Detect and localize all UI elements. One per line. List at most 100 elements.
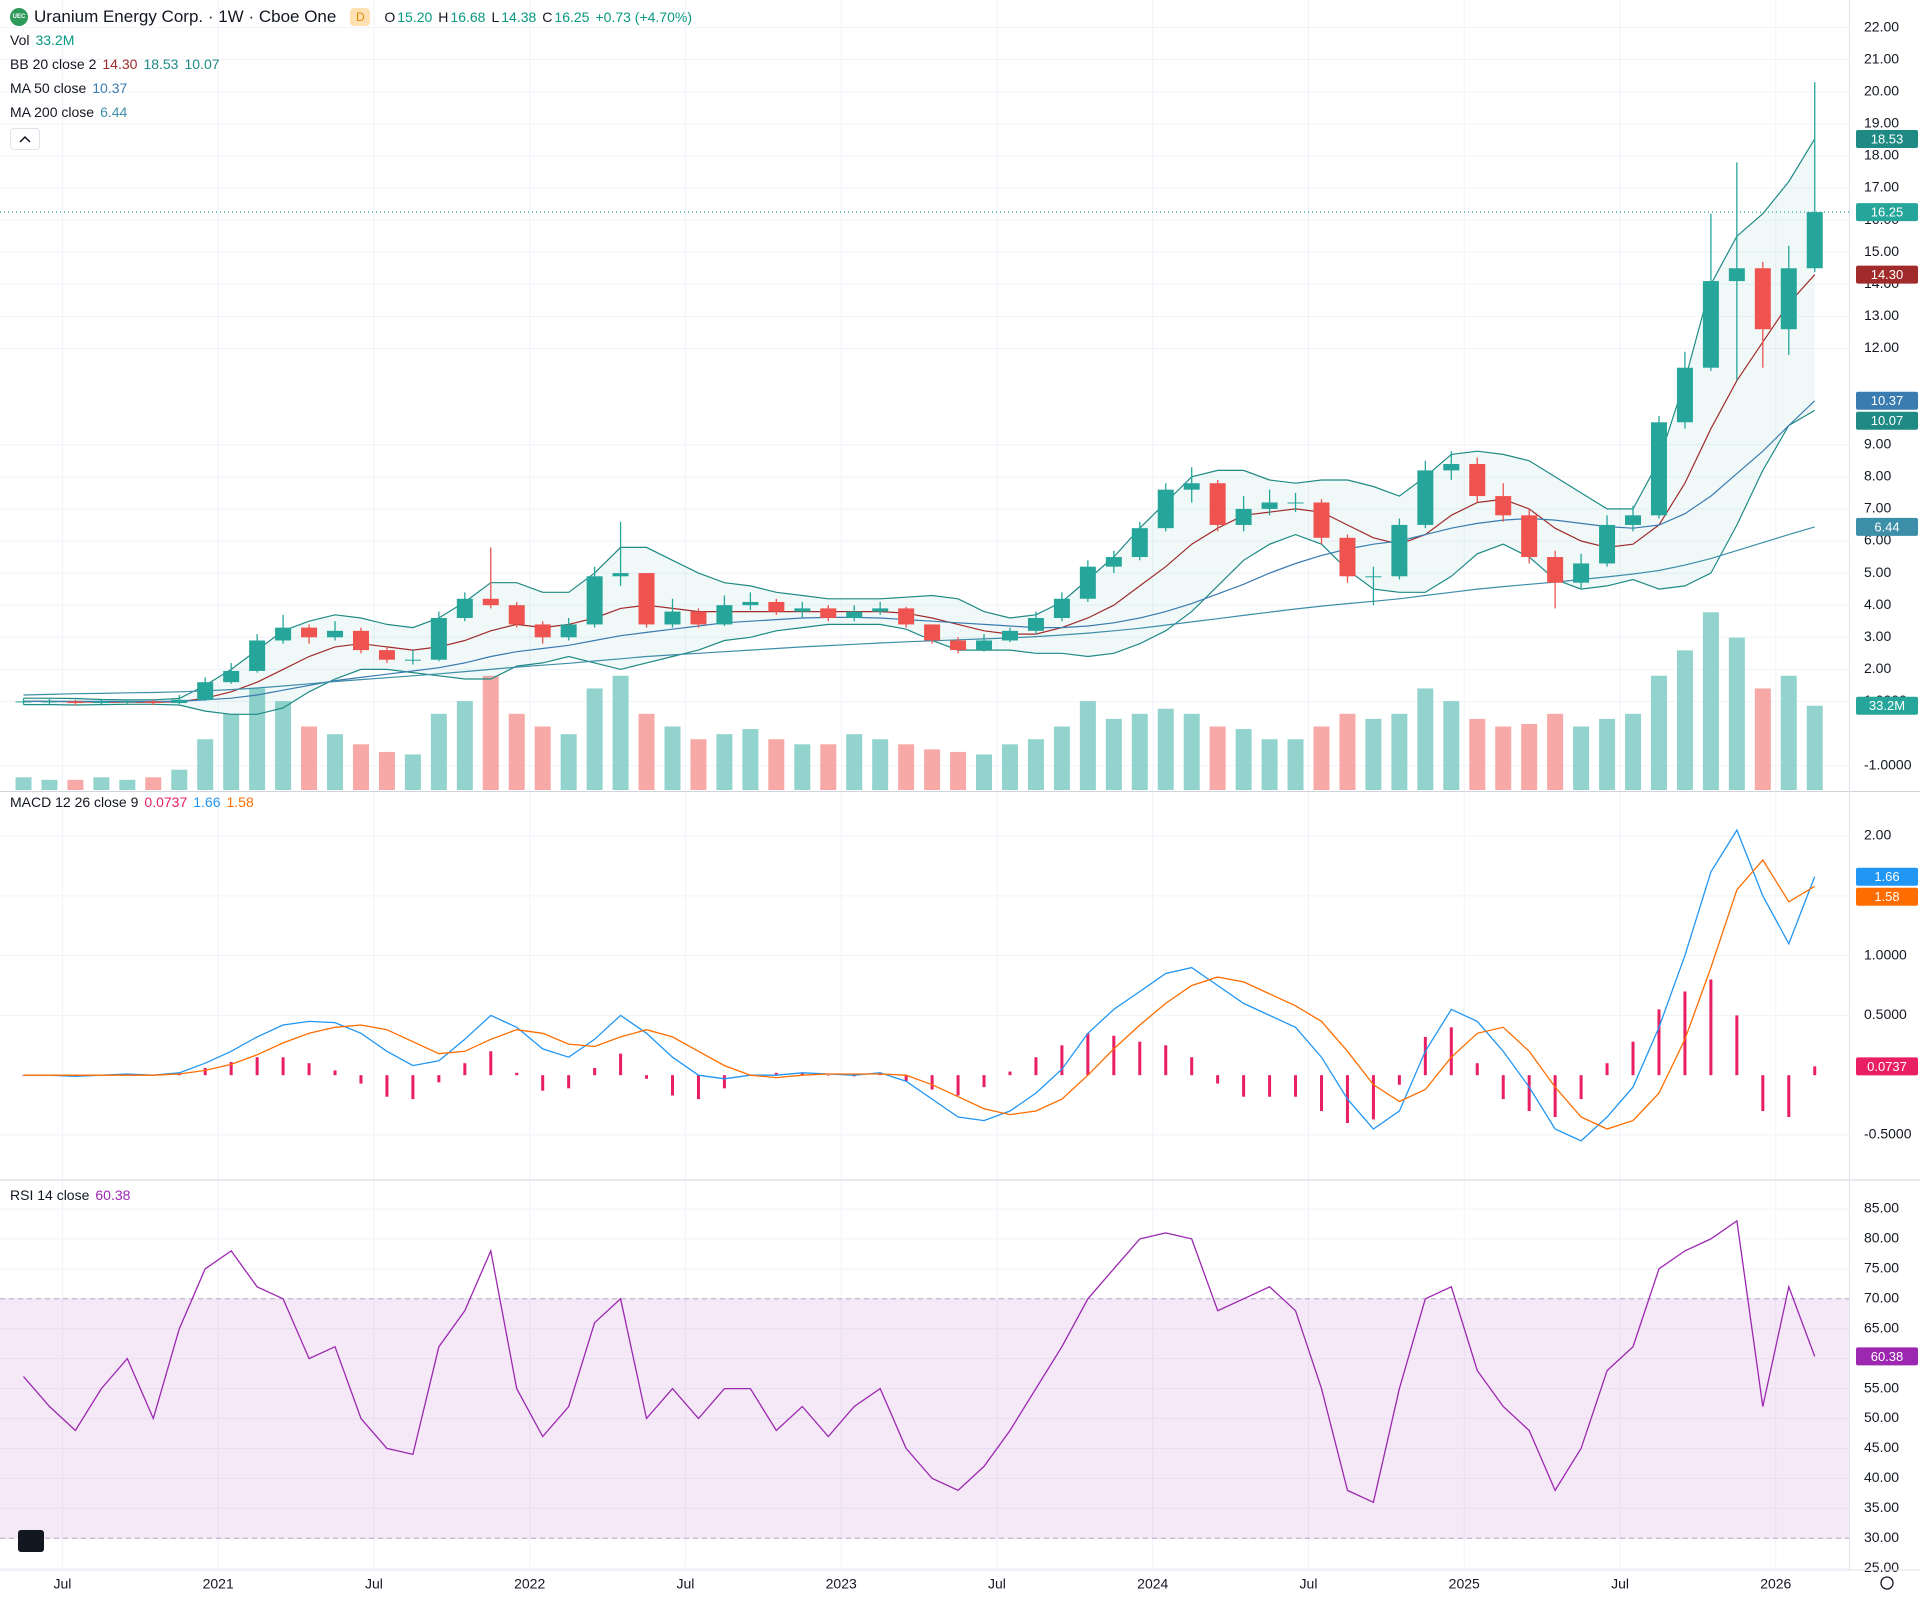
histogram-bar (956, 1075, 960, 1096)
y-tick-label: 40.00 (1864, 1469, 1899, 1485)
candle-body (1469, 463, 1486, 497)
histogram-bar (489, 1051, 493, 1076)
candle-body (249, 640, 266, 671)
candle-body (1676, 367, 1693, 423)
rsi-line (23, 1219, 1816, 1504)
candle-body (898, 608, 915, 625)
histogram-bar (255, 1057, 259, 1076)
candle-body (1313, 502, 1330, 538)
indicator-value: 18.53 (143, 56, 179, 72)
symbol-title: Uranium Energy Corp. · 1W · Cboe One (34, 7, 337, 26)
volume-bar (404, 754, 421, 790)
histogram-bar (1371, 1075, 1375, 1120)
volume-bar (352, 744, 369, 790)
x-tick-label: 2026 (1760, 1576, 1791, 1592)
volume-bar (1313, 726, 1330, 790)
candle-body (664, 611, 681, 625)
y-tick-label: 3.00 (1864, 628, 1891, 644)
candle-body (1495, 496, 1512, 516)
volume-bar (67, 779, 84, 790)
price-badge (1856, 203, 1918, 222)
y-tick-label: 65.00 (1864, 1319, 1899, 1335)
indicator-value: 0.0737 (144, 794, 188, 810)
volume-bar (1417, 688, 1434, 790)
histogram-bar (203, 1068, 207, 1076)
candle-body (352, 630, 369, 651)
volume-bar (15, 777, 32, 790)
indicator-value: 1.66 (193, 794, 221, 810)
indicator-value: 1.58 (226, 794, 254, 810)
histogram-bar (333, 1070, 337, 1076)
tv-logo (18, 1530, 44, 1552)
bb-basis (23, 274, 1816, 703)
x-tick-label: Jul (677, 1576, 695, 1592)
histogram-bar (696, 1075, 700, 1100)
volume-bar (1443, 701, 1460, 790)
ohlc-label: H (438, 9, 449, 25)
volume-bar (197, 739, 214, 790)
volume-bar (1131, 713, 1148, 790)
x-tick-label: Jul (1611, 1576, 1629, 1592)
histogram-bar (1475, 1063, 1479, 1076)
candle-body (1235, 508, 1252, 525)
histogram-bar (1605, 1063, 1609, 1076)
rsi-legend: RSI 14 close 60.38 (10, 1185, 130, 1205)
histogram-bar (1397, 1075, 1401, 1085)
volume-bar (456, 701, 473, 790)
indicator-value: 10.37 (92, 80, 128, 96)
y-tick-label: 85.00 (1864, 1200, 1899, 1216)
price-badge-label: 1.58 (1874, 889, 1899, 904)
price-badge-label: 60.38 (1871, 1349, 1904, 1364)
histogram-bar (722, 1075, 726, 1089)
candle-body (41, 701, 58, 703)
chevron-icon (19, 135, 31, 143)
candle-body (1183, 483, 1200, 490)
volume-bar (1495, 726, 1512, 790)
histogram-bar (1683, 991, 1687, 1076)
volume-bar (327, 734, 344, 790)
y-tick-label: 22.00 (1864, 18, 1899, 34)
histogram-bar (1657, 1009, 1661, 1076)
volume-bar (482, 675, 499, 790)
y-tick-label: 2.00 (1864, 827, 1891, 843)
volume-bar (586, 688, 603, 790)
volume-bar (1235, 729, 1252, 790)
volume-bar (119, 779, 136, 790)
candle-body (1573, 563, 1590, 583)
candle-body (456, 598, 473, 619)
histogram-bar (1423, 1036, 1427, 1076)
candle-body (1209, 483, 1226, 525)
volume-bar (1599, 718, 1616, 790)
ohlc-label: O (384, 9, 396, 25)
candle-body (1547, 557, 1564, 583)
histogram-bar (593, 1068, 597, 1076)
candle-body (1650, 422, 1667, 516)
histogram-bar (1449, 1027, 1453, 1076)
price-badge (1856, 1347, 1918, 1366)
histogram-bar (411, 1075, 415, 1100)
settings-icon[interactable] (1880, 1576, 1894, 1590)
indicator-name: Vol (10, 32, 30, 48)
collapse-legend-button[interactable] (10, 128, 40, 150)
volume-bar (145, 777, 162, 790)
volume-bar (794, 744, 811, 790)
histogram-bar (1579, 1075, 1583, 1100)
y-tick-label: -1.0000 (1864, 756, 1912, 772)
candle-body (1365, 576, 1382, 578)
bb-fill (23, 138, 1815, 715)
candle-body (534, 624, 551, 638)
indicator-name: BB 20 close 2 (10, 56, 97, 72)
histogram-bar (1242, 1075, 1246, 1097)
volume-bar (1183, 713, 1200, 790)
ohlc-value: 16.68 (450, 9, 486, 25)
histogram-bar (1190, 1057, 1194, 1076)
candle-body (378, 650, 395, 660)
volume-bar (820, 744, 837, 790)
price-badge (1856, 696, 1918, 715)
candle-body (275, 627, 292, 641)
price-badge (1856, 265, 1918, 284)
histogram-bar (671, 1075, 674, 1096)
histogram-bar (541, 1075, 545, 1091)
volume-bar (560, 734, 577, 790)
